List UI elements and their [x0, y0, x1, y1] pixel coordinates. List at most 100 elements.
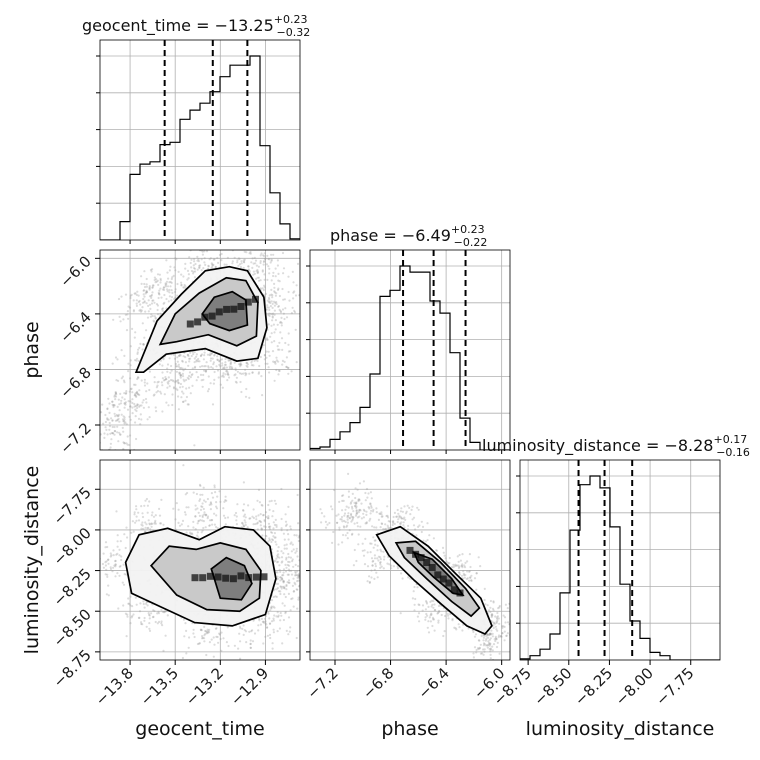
scatter-point	[287, 556, 290, 559]
scatter-point	[283, 585, 286, 588]
scatter-point	[282, 568, 286, 571]
scatter-point	[204, 632, 207, 636]
scatter-point	[287, 568, 290, 571]
scatter-point	[224, 523, 227, 526]
scatter-point	[265, 535, 268, 538]
scatter-point	[127, 602, 130, 605]
hist-bin	[470, 442, 480, 450]
hist-bin	[380, 296, 390, 450]
scatter-point	[208, 258, 211, 261]
scatter-point	[272, 253, 275, 256]
scatter-point	[205, 361, 208, 364]
scatter-point	[113, 404, 116, 407]
scatter-point	[109, 555, 112, 558]
scatter-point	[263, 358, 266, 361]
scatter-point	[282, 571, 285, 574]
scatter-point	[138, 404, 142, 407]
scatter-point	[287, 616, 291, 619]
scatter-point	[287, 552, 290, 556]
scatter-point	[260, 617, 263, 621]
scatter-point	[143, 619, 146, 622]
scatter-point	[338, 533, 340, 535]
scatter-point	[176, 294, 179, 297]
scatter-point	[126, 408, 130, 411]
scatter-point	[240, 372, 243, 375]
scatter-point	[249, 646, 252, 650]
scatter-point	[494, 635, 497, 638]
scatter-point	[142, 289, 146, 292]
hist-bin	[240, 65, 250, 240]
scatter-point	[149, 315, 152, 318]
scatter-point	[284, 610, 287, 614]
scatter-point	[272, 527, 275, 530]
scatter-point	[160, 381, 163, 384]
scatter-point	[156, 313, 160, 316]
scatter-point	[216, 635, 219, 639]
scatter-point	[116, 545, 119, 548]
scatter-point	[271, 302, 274, 305]
scatter-point	[113, 425, 116, 429]
scatter-point	[145, 290, 148, 293]
scatter-point	[159, 522, 163, 525]
scatter-point	[120, 349, 123, 352]
scatter-point	[173, 357, 177, 360]
scatter-point	[158, 507, 161, 510]
scatter-point	[187, 646, 190, 649]
scatter-point	[123, 406, 126, 409]
scatter-point	[141, 524, 144, 527]
scatter-point	[147, 519, 150, 522]
scatter-point	[215, 514, 218, 517]
scatter-point	[287, 592, 290, 596]
scatter-point	[203, 365, 206, 368]
scatter-point	[448, 613, 452, 616]
scatter-point	[215, 627, 218, 630]
scatter-point	[158, 514, 162, 517]
density-block	[199, 574, 207, 582]
scatter-point	[381, 515, 384, 518]
scatter-point	[143, 381, 146, 384]
scatter-point	[272, 312, 275, 315]
scatter-point	[251, 371, 254, 374]
scatter-point	[276, 571, 279, 574]
scatter-point	[297, 522, 300, 525]
scatter-point	[211, 518, 214, 522]
scatter-point	[287, 290, 290, 294]
scatter-point	[277, 305, 280, 308]
scatter-point	[261, 534, 264, 537]
scatter-point	[185, 395, 188, 399]
scatter-point	[386, 505, 389, 508]
scatter-point	[228, 359, 231, 362]
scatter-point	[111, 400, 114, 403]
scatter-point	[396, 567, 400, 570]
scatter-point	[126, 615, 129, 618]
scatter-point	[133, 292, 136, 295]
scatter-point	[187, 525, 190, 528]
hist-bin	[230, 65, 240, 240]
scatter-point	[150, 525, 153, 528]
scatter-point	[236, 370, 239, 373]
scatter-point	[496, 611, 499, 615]
scatter-point	[190, 532, 193, 535]
scatter-point	[134, 331, 137, 334]
scatter-point	[162, 523, 165, 526]
scatter-point	[285, 523, 288, 526]
scatter-point	[267, 522, 271, 525]
scatter-point	[263, 246, 265, 248]
scatter-point	[218, 253, 222, 257]
scatter-point	[297, 585, 300, 588]
scatter-point	[219, 358, 222, 361]
scatter-point	[492, 609, 495, 612]
scatter-point	[194, 528, 197, 531]
scatter-point	[130, 387, 133, 390]
scatter-point	[129, 604, 132, 607]
scatter-point	[266, 304, 269, 307]
scatter-point	[194, 262, 197, 266]
scatter-point	[276, 259, 279, 262]
scatter-point	[198, 514, 201, 518]
scatter-point	[347, 495, 350, 498]
scatter-point	[180, 396, 183, 399]
scatter-point	[263, 252, 266, 255]
scatter-point	[265, 350, 268, 353]
scatter-point	[260, 375, 263, 378]
scatter-point	[157, 283, 160, 286]
